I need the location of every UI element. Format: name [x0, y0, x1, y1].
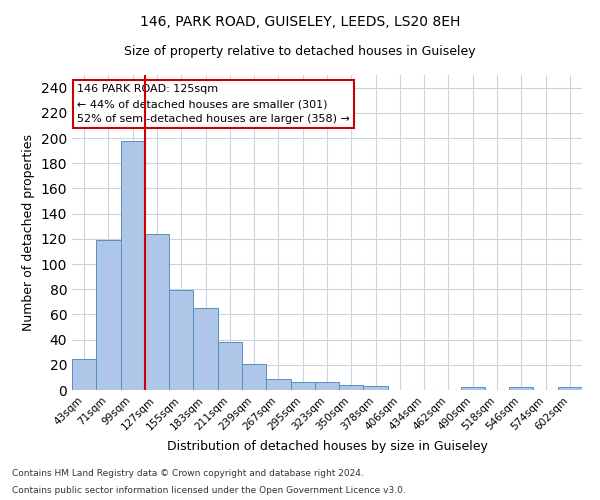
Text: 146 PARK ROAD: 125sqm
← 44% of detached houses are smaller (301)
52% of semi-det: 146 PARK ROAD: 125sqm ← 44% of detached … — [77, 84, 350, 124]
Y-axis label: Number of detached properties: Number of detached properties — [22, 134, 35, 331]
Bar — [509, 388, 533, 390]
Bar — [558, 388, 582, 390]
Bar — [364, 386, 388, 390]
Bar — [72, 358, 96, 390]
Bar — [169, 290, 193, 390]
Bar — [461, 388, 485, 390]
Text: 146, PARK ROAD, GUISELEY, LEEDS, LS20 8EH: 146, PARK ROAD, GUISELEY, LEEDS, LS20 8E… — [140, 15, 460, 29]
Bar — [193, 308, 218, 390]
Bar — [121, 140, 145, 390]
Bar — [290, 382, 315, 390]
Bar — [218, 342, 242, 390]
Bar — [145, 234, 169, 390]
X-axis label: Distribution of detached houses by size in Guiseley: Distribution of detached houses by size … — [167, 440, 487, 453]
Bar — [266, 378, 290, 390]
Bar — [242, 364, 266, 390]
Text: Contains public sector information licensed under the Open Government Licence v3: Contains public sector information licen… — [12, 486, 406, 495]
Bar — [96, 240, 121, 390]
Bar — [315, 382, 339, 390]
Text: Size of property relative to detached houses in Guiseley: Size of property relative to detached ho… — [124, 45, 476, 58]
Text: Contains HM Land Registry data © Crown copyright and database right 2024.: Contains HM Land Registry data © Crown c… — [12, 468, 364, 477]
Bar — [339, 385, 364, 390]
